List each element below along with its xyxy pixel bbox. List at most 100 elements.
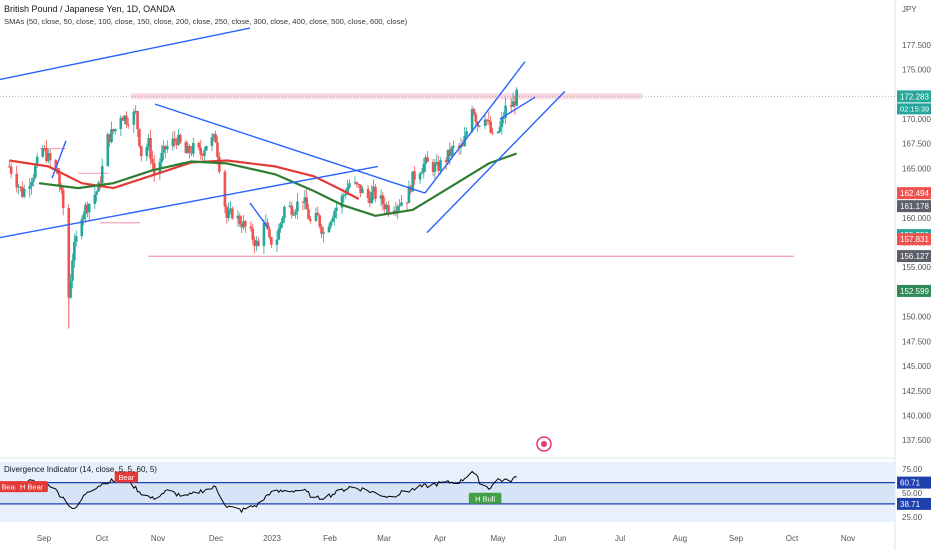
x-tick-label: Aug — [673, 534, 687, 543]
candle — [450, 147, 453, 157]
candle — [69, 280, 72, 298]
candle — [110, 129, 113, 143]
divergence-badge — [468, 492, 502, 504]
x-tick-label: Jul — [615, 534, 625, 543]
price-tag: 161.178 — [897, 200, 931, 213]
candle — [381, 195, 385, 205]
candle — [227, 210, 230, 218]
candle — [361, 188, 364, 194]
candle — [238, 215, 242, 224]
candle — [268, 229, 271, 238]
candle — [424, 157, 427, 165]
candle — [15, 173, 19, 188]
candle — [152, 163, 156, 174]
candle — [216, 142, 219, 158]
trend-line — [499, 96, 536, 120]
divergence-badge — [114, 471, 139, 483]
candle — [203, 150, 206, 156]
candle — [294, 211, 297, 215]
trend-line — [51, 140, 67, 179]
candle — [329, 221, 333, 227]
y-tick-label: 142.500 — [902, 387, 931, 396]
candle — [173, 138, 177, 142]
indicator-level-tag — [897, 497, 931, 510]
x-tick-label: Oct — [96, 534, 109, 543]
candle — [242, 221, 245, 228]
candle — [383, 204, 387, 210]
candle — [134, 111, 137, 113]
candle — [496, 131, 500, 134]
candle — [229, 208, 232, 211]
candle — [73, 241, 76, 261]
candle — [283, 206, 286, 218]
candle — [500, 118, 504, 127]
candle — [86, 204, 89, 213]
candle — [199, 147, 203, 155]
candle — [370, 191, 374, 204]
y-tick-label: 155.000 — [902, 263, 931, 272]
candle — [266, 222, 269, 230]
candle — [515, 89, 519, 106]
indicator-band — [0, 482, 895, 504]
candle — [112, 129, 115, 132]
candle — [394, 210, 398, 212]
candle — [422, 164, 426, 173]
candle — [431, 161, 435, 172]
candle — [164, 145, 167, 150]
candle — [333, 211, 336, 219]
candle — [366, 188, 370, 199]
candle — [435, 161, 439, 164]
candle — [372, 186, 375, 192]
candle — [342, 194, 346, 196]
candle — [407, 186, 411, 204]
candle — [355, 182, 359, 184]
candle — [47, 153, 50, 162]
candle — [190, 152, 193, 154]
price-tag: 157.831 — [897, 233, 931, 246]
price-tag-label: 161.178 — [900, 202, 929, 211]
trend-line — [154, 103, 426, 194]
candle — [487, 120, 491, 122]
candle — [186, 145, 190, 154]
candle — [465, 131, 468, 136]
candle — [147, 138, 150, 147]
candle — [32, 177, 35, 182]
candle — [21, 187, 24, 197]
candle — [121, 117, 124, 121]
candle — [359, 184, 362, 194]
price-tag-label: 157.831 — [900, 235, 929, 244]
candle — [132, 111, 136, 125]
candle — [374, 186, 377, 199]
candle — [320, 226, 323, 234]
y-tick-label: 150.000 — [902, 313, 931, 322]
divergence-badge-label: H Bull — [475, 494, 495, 503]
candle — [28, 186, 32, 189]
trend-line — [249, 202, 269, 229]
candle — [61, 190, 65, 208]
candle — [119, 117, 123, 129]
trend-line — [426, 90, 566, 234]
candle — [344, 193, 348, 195]
candle — [165, 146, 169, 150]
candle — [335, 207, 338, 212]
candle — [177, 134, 180, 145]
x-tick-label: May — [490, 534, 505, 543]
candle — [188, 145, 191, 153]
candle — [58, 174, 61, 187]
candle — [197, 142, 201, 148]
candle — [138, 129, 141, 147]
candle — [485, 119, 489, 121]
y-tick-label: 137.500 — [902, 436, 931, 445]
candle — [178, 134, 182, 143]
indicator-level-tag — [897, 476, 931, 489]
candle — [257, 240, 260, 246]
candle — [175, 141, 178, 145]
candle — [290, 205, 294, 215]
candle — [491, 132, 494, 134]
candle — [327, 226, 331, 233]
candle — [149, 138, 152, 159]
candle — [251, 228, 255, 240]
candle — [60, 186, 63, 191]
